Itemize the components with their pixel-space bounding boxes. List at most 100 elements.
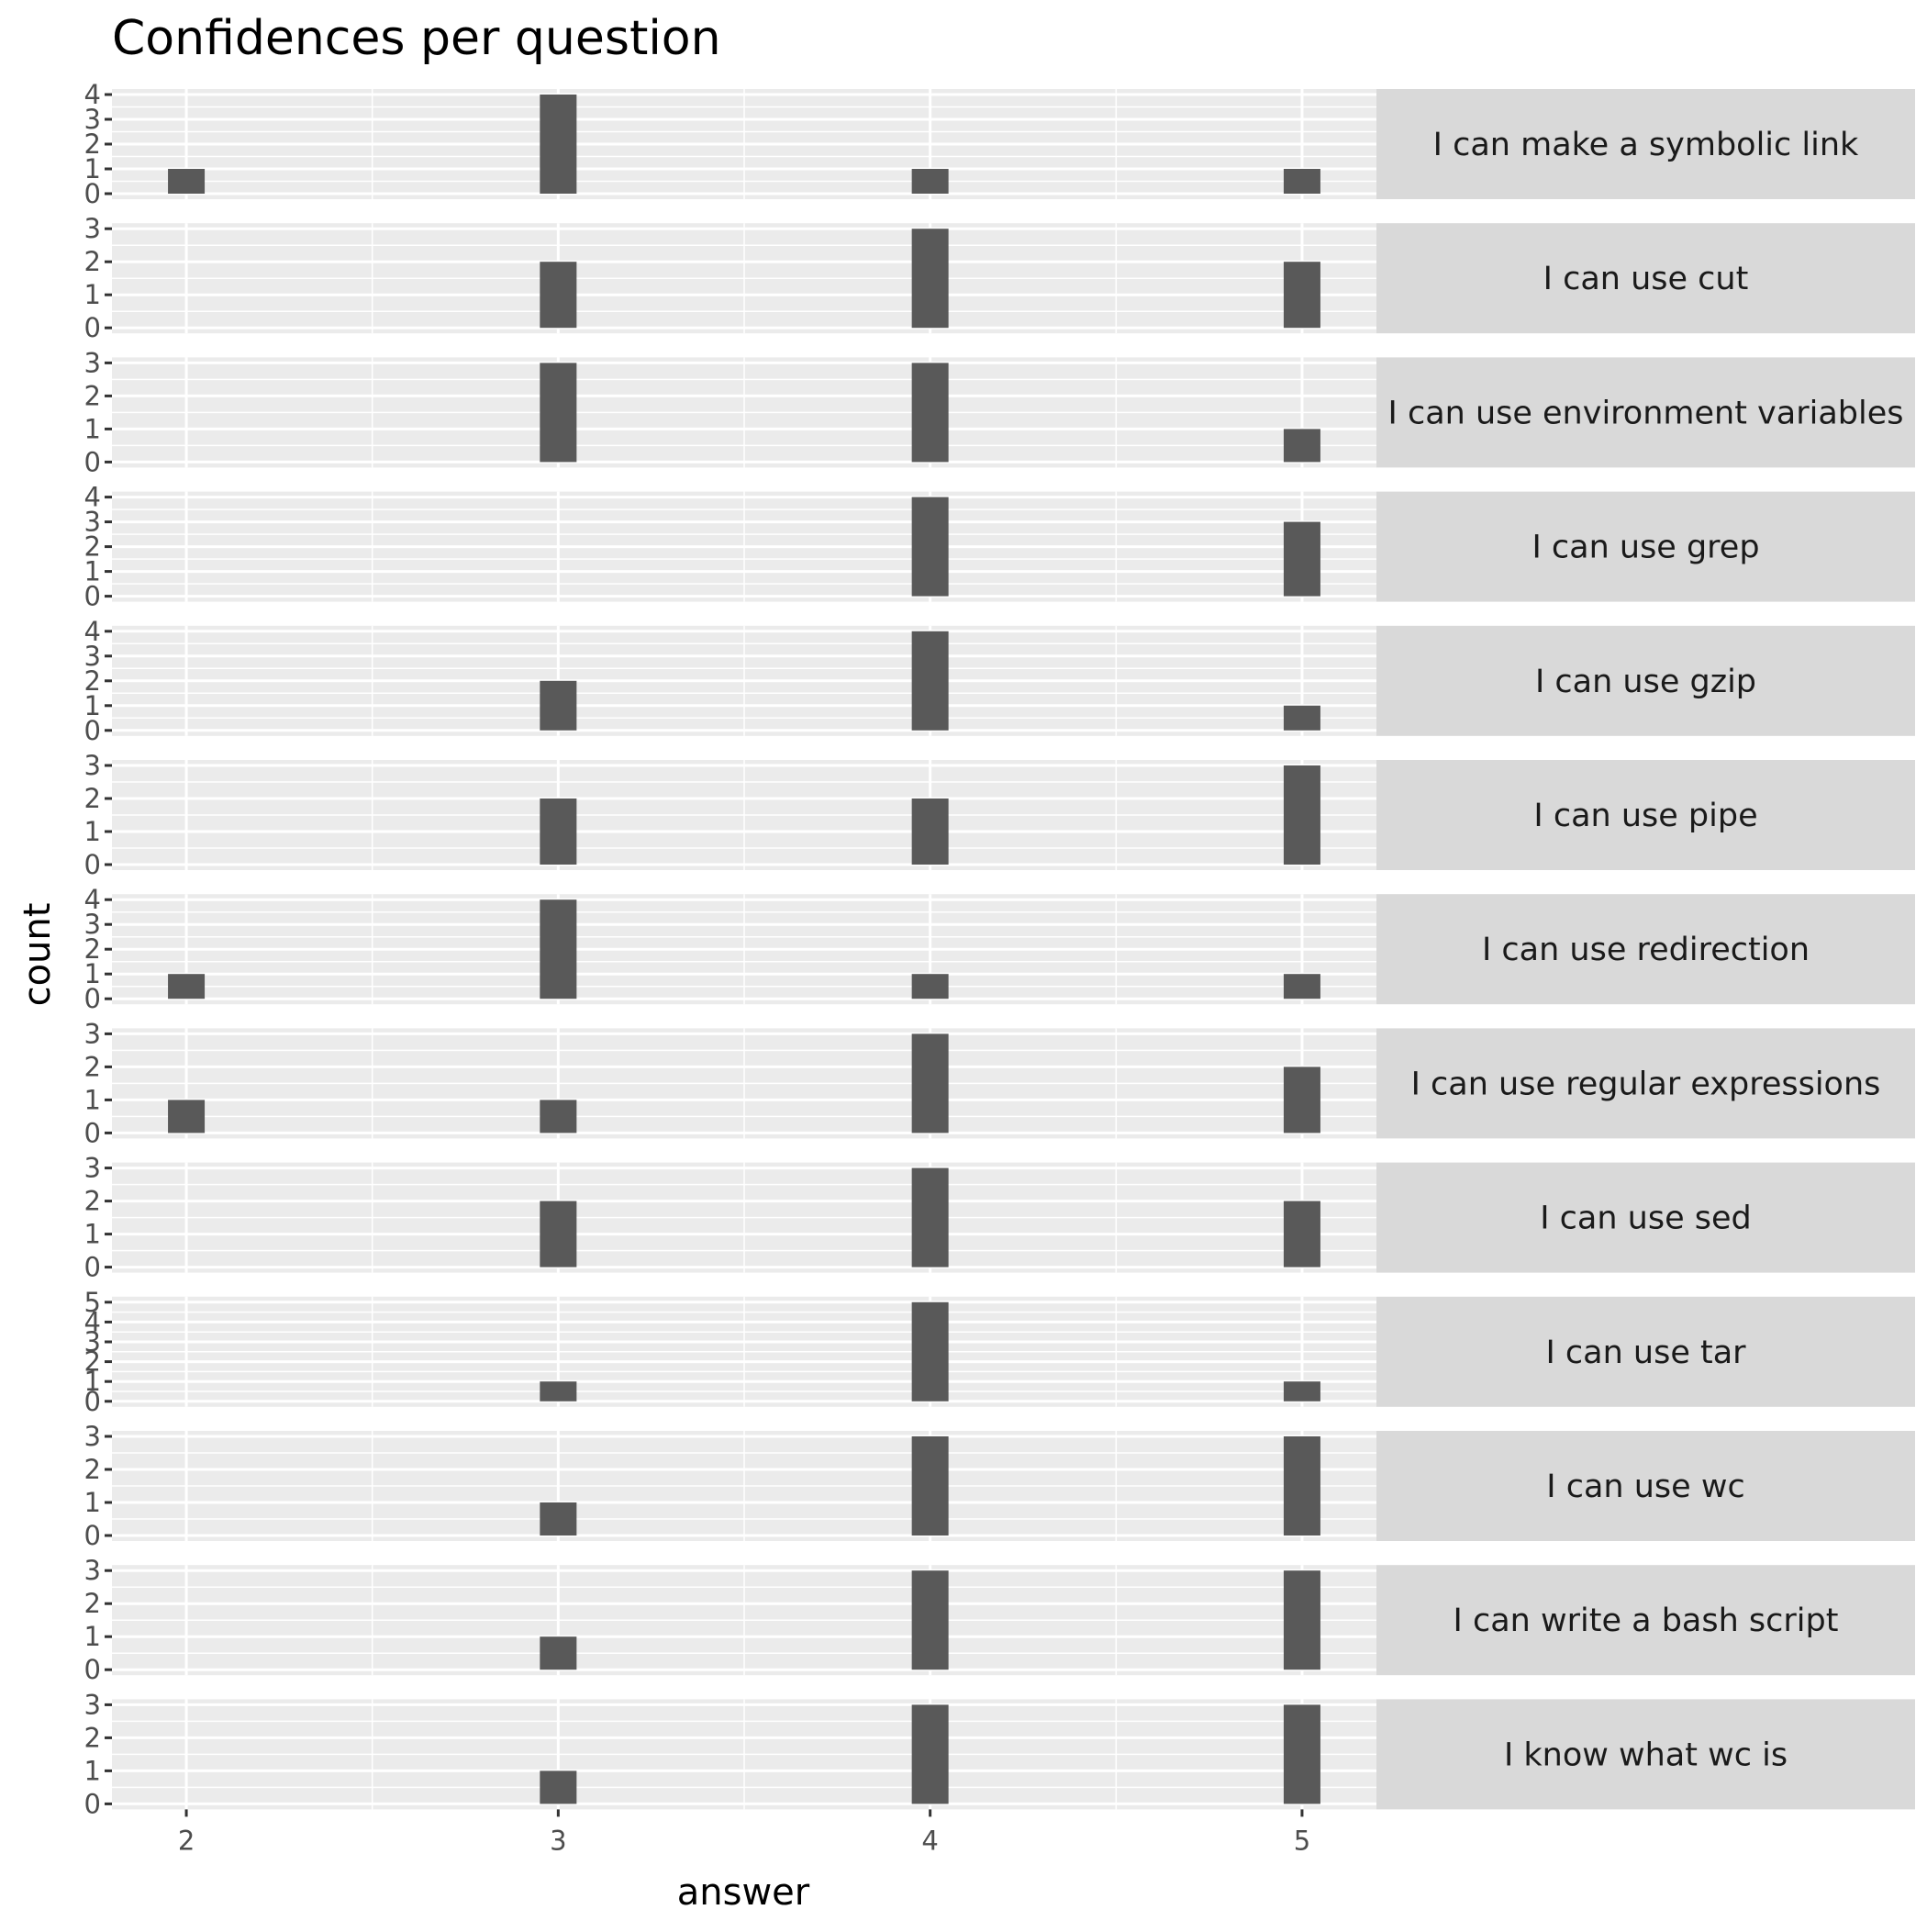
facet-strip <box>1376 491 1915 602</box>
bar <box>540 1636 577 1670</box>
bar <box>911 974 949 1000</box>
x-axis-title: answer <box>677 1871 810 1914</box>
y-tick-label: 0 <box>84 312 101 343</box>
facet-strip-label: I can use wc <box>1546 1469 1744 1505</box>
bar <box>911 229 949 329</box>
y-tick-label: 0 <box>84 983 101 1014</box>
bar <box>911 631 949 731</box>
y-tick-label: 2 <box>84 1722 101 1753</box>
x-tick-label: 2 <box>178 1825 195 1856</box>
chart-title: Confidences per question <box>112 11 721 66</box>
y-tick-label: 1 <box>84 1621 101 1652</box>
y-tick-label: 4 <box>84 1306 101 1337</box>
y-tick-label: 4 <box>84 79 101 110</box>
y-tick-label: 3 <box>84 909 101 940</box>
y-tick-label: 0 <box>84 1788 101 1819</box>
y-tick-label: 3 <box>84 1018 101 1049</box>
facet-strip <box>1376 1296 1915 1407</box>
y-tick-label: 1 <box>84 413 101 444</box>
bar <box>911 169 949 194</box>
y-tick-label: 1 <box>84 1366 101 1397</box>
bar <box>540 680 577 731</box>
bar <box>540 1770 577 1804</box>
bar <box>1283 1570 1320 1670</box>
y-tick-label: 2 <box>84 1346 101 1378</box>
bar <box>540 1100 577 1134</box>
y-tick-label: 3 <box>84 1326 101 1357</box>
y-tick-label: 0 <box>84 1654 101 1685</box>
bar <box>911 497 949 597</box>
y-tick-label: 3 <box>84 1421 101 1452</box>
facet-strip-label: I can use gzip <box>1535 664 1756 700</box>
y-axis-title: count <box>17 903 59 1007</box>
facet-strip <box>1376 894 1915 1005</box>
bar <box>540 899 577 1000</box>
y-tick-label: 1 <box>84 816 101 847</box>
y-tick-label: 3 <box>84 1555 101 1586</box>
y-tick-label: 1 <box>84 1084 101 1115</box>
bar <box>1283 705 1320 731</box>
bar <box>168 1100 206 1134</box>
facet-strip-label: I can use redirection <box>1482 932 1810 968</box>
facet-strip-label: I can use cut <box>1543 261 1749 297</box>
x-tick-label: 4 <box>921 1825 938 1856</box>
y-tick-label: 2 <box>84 1051 101 1082</box>
y-tick-label: 1 <box>84 1755 101 1786</box>
bar <box>540 95 577 194</box>
y-tick-label: 2 <box>84 1186 101 1217</box>
bar <box>911 363 949 463</box>
facet-strip <box>1376 1162 1915 1273</box>
y-tick-label: 0 <box>84 1252 101 1283</box>
bar <box>1283 1436 1320 1536</box>
facet-strip-label: I know what wc is <box>1504 1737 1788 1773</box>
y-tick-label: 0 <box>84 1386 101 1417</box>
y-tick-label: 0 <box>84 178 101 209</box>
y-tick-label: 1 <box>84 690 101 721</box>
bar <box>911 1301 949 1402</box>
y-tick-label: 2 <box>84 531 101 563</box>
y-tick-label: 1 <box>84 279 101 310</box>
y-tick-label: 4 <box>84 482 101 513</box>
bar <box>1283 1704 1320 1804</box>
bar <box>1283 262 1320 329</box>
y-tick-label: 2 <box>84 933 101 965</box>
y-tick-label: 1 <box>84 556 101 587</box>
y-tick-label: 2 <box>84 1454 101 1485</box>
facet-strip-label: I can make a symbolic link <box>1433 127 1859 163</box>
facet-strip <box>1376 89 1915 199</box>
facet-strip <box>1376 760 1915 870</box>
x-axis: 2 3 4 5 <box>178 1809 1310 1856</box>
facet-strip <box>1376 357 1915 468</box>
y-tick-label: 3 <box>84 641 101 672</box>
y-tick-label: 0 <box>84 1117 101 1148</box>
bar <box>1283 974 1320 1000</box>
y-tick-label: 2 <box>84 128 101 160</box>
facet-strip-label: I can use grep <box>1532 530 1759 566</box>
y-tick-label: 0 <box>84 715 101 746</box>
y-tick-label: 2 <box>84 246 101 277</box>
bar <box>540 1502 577 1536</box>
bar <box>1283 1381 1320 1402</box>
facet-strip <box>1376 625 1915 736</box>
y-tick-label: 1 <box>84 1487 101 1518</box>
y-tick-label: 1 <box>84 153 101 184</box>
bar <box>168 974 206 1000</box>
facet-strip-label: I can use tar <box>1545 1335 1746 1371</box>
y-tick-label: 2 <box>84 783 101 814</box>
bar <box>1283 1067 1320 1134</box>
y-tick-label: 0 <box>84 446 101 477</box>
y-tick-label: 4 <box>84 616 101 647</box>
bar <box>1283 521 1320 597</box>
y-tick-label: 1 <box>84 958 101 989</box>
facet-strip <box>1376 1028 1915 1139</box>
y-tick-label: 1 <box>84 1219 101 1250</box>
